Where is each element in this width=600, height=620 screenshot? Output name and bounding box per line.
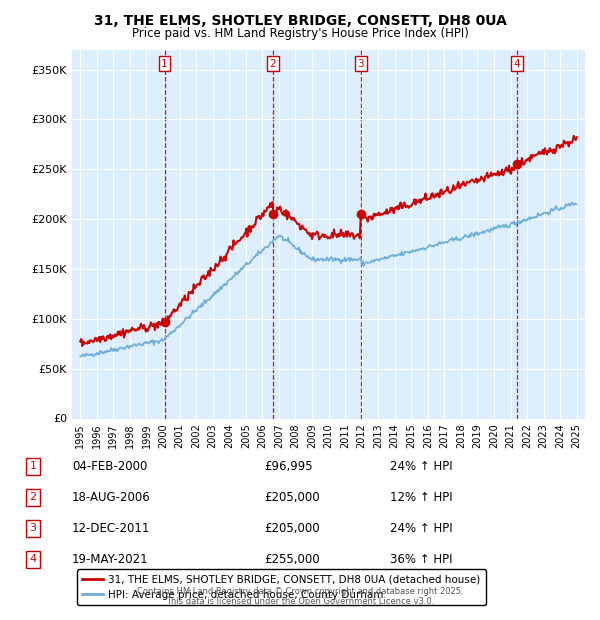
Text: 1: 1 xyxy=(161,59,168,69)
Text: Price paid vs. HM Land Registry's House Price Index (HPI): Price paid vs. HM Land Registry's House … xyxy=(131,27,469,40)
Text: 12% ↑ HPI: 12% ↑ HPI xyxy=(390,491,452,503)
Text: 3: 3 xyxy=(358,59,364,69)
Legend: 31, THE ELMS, SHOTLEY BRIDGE, CONSETT, DH8 0UA (detached house), HPI: Average pr: 31, THE ELMS, SHOTLEY BRIDGE, CONSETT, D… xyxy=(77,570,486,605)
Text: 24% ↑ HPI: 24% ↑ HPI xyxy=(390,522,452,534)
Text: 19-MAY-2021: 19-MAY-2021 xyxy=(72,553,149,565)
Text: £205,000: £205,000 xyxy=(264,491,320,503)
Text: 4: 4 xyxy=(29,554,37,564)
Text: 31, THE ELMS, SHOTLEY BRIDGE, CONSETT, DH8 0UA: 31, THE ELMS, SHOTLEY BRIDGE, CONSETT, D… xyxy=(94,14,506,28)
Text: 18-AUG-2006: 18-AUG-2006 xyxy=(72,491,151,503)
Text: 2: 2 xyxy=(29,492,37,502)
Text: Contains HM Land Registry data © Crown copyright and database right 2025.
This d: Contains HM Land Registry data © Crown c… xyxy=(137,587,463,606)
Text: £255,000: £255,000 xyxy=(264,553,320,565)
Text: 04-FEB-2000: 04-FEB-2000 xyxy=(72,460,148,472)
Text: 3: 3 xyxy=(29,523,37,533)
Text: 2: 2 xyxy=(269,59,276,69)
Text: 12-DEC-2011: 12-DEC-2011 xyxy=(72,522,151,534)
Text: 36% ↑ HPI: 36% ↑ HPI xyxy=(390,553,452,565)
Text: 24% ↑ HPI: 24% ↑ HPI xyxy=(390,460,452,472)
Text: 1: 1 xyxy=(29,461,37,471)
Text: 4: 4 xyxy=(514,59,520,69)
Text: £205,000: £205,000 xyxy=(264,522,320,534)
Text: £96,995: £96,995 xyxy=(264,460,313,472)
